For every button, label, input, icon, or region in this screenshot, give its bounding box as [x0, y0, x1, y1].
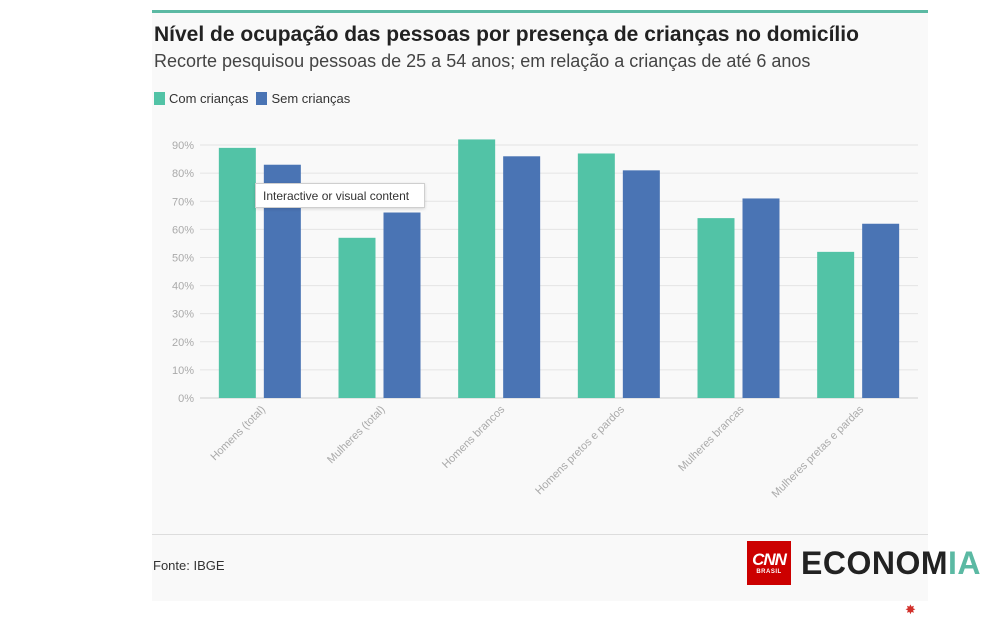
- x-tick-label: Homens (total): [208, 404, 267, 463]
- x-tick-label: Mulheres (total): [325, 404, 388, 467]
- x-tick-label: Mulheres pretas e pardas: [770, 403, 867, 500]
- economia-wordmark-accent: IA: [948, 544, 981, 581]
- bar[interactable]: [577, 153, 615, 398]
- legend-item-com-criancas[interactable]: Com crianças: [154, 91, 248, 106]
- bar[interactable]: [458, 139, 496, 398]
- y-tick-label: 0%: [178, 393, 194, 405]
- cnn-economia-logo: CNN BRASIL ECONOMIA: [747, 541, 981, 585]
- x-tick-label: Homens pretos e pardos: [533, 403, 627, 497]
- y-tick-label: 50%: [172, 252, 194, 264]
- bar[interactable]: [697, 218, 735, 398]
- cnn-logo-box: CNN BRASIL: [747, 541, 791, 585]
- x-tick-label: Mulheres brancas: [676, 403, 747, 474]
- footer-divider: [152, 534, 928, 535]
- corner-asterisk-icon: ✸: [905, 602, 916, 617]
- bar[interactable]: [338, 237, 376, 398]
- bar[interactable]: [742, 198, 780, 398]
- bar[interactable]: [622, 170, 660, 398]
- y-tick-label: 70%: [172, 196, 194, 208]
- source-note: Fonte: IBGE: [153, 558, 225, 573]
- chart-title: Nível de ocupação das pessoas por presen…: [154, 23, 859, 46]
- y-tick-label: 40%: [172, 281, 194, 293]
- chart-legend: Com crianças Sem crianças: [154, 91, 350, 106]
- bar-chart[interactable]: 0% 10% 20% 30% 40% 50% 60% 70% 80% 90% Homens (tot…: [152, 13, 928, 533]
- legend-item-sem-criancas[interactable]: Sem crianças: [256, 91, 350, 106]
- cnn-logo-subtext: BRASIL: [756, 568, 782, 575]
- legend-label-com-criancas: Com crianças: [169, 91, 249, 106]
- bar[interactable]: [503, 156, 541, 398]
- bar[interactable]: [862, 223, 900, 398]
- y-tick-label: 10%: [172, 365, 194, 377]
- legend-label-sem-criancas: Sem crianças: [271, 91, 351, 106]
- y-tick-label: 60%: [172, 224, 194, 236]
- legend-swatch-com-criancas: [154, 92, 165, 105]
- economia-wordmark-main: ECONOM: [801, 544, 948, 581]
- y-tick-label: 80%: [172, 168, 194, 180]
- x-tick-label: Homens brancos: [440, 403, 508, 471]
- tooltip: Interactive or visual content: [255, 183, 425, 208]
- y-tick-label: 90%: [172, 140, 194, 152]
- bar[interactable]: [218, 147, 256, 398]
- chart-card: Nível de ocupação das pessoas por presen…: [152, 10, 981, 601]
- y-tick-label: 30%: [172, 309, 194, 321]
- economia-wordmark: ECONOMIA: [801, 545, 981, 582]
- y-tick-label: 20%: [172, 337, 194, 349]
- chart-subtitle: Recorte pesquisou pessoas de 25 a 54 ano…: [154, 51, 811, 71]
- cnn-logo-text: CNN: [752, 549, 787, 569]
- legend-swatch-sem-criancas: [256, 92, 268, 105]
- bar[interactable]: [817, 251, 855, 398]
- bar[interactable]: [383, 212, 421, 398]
